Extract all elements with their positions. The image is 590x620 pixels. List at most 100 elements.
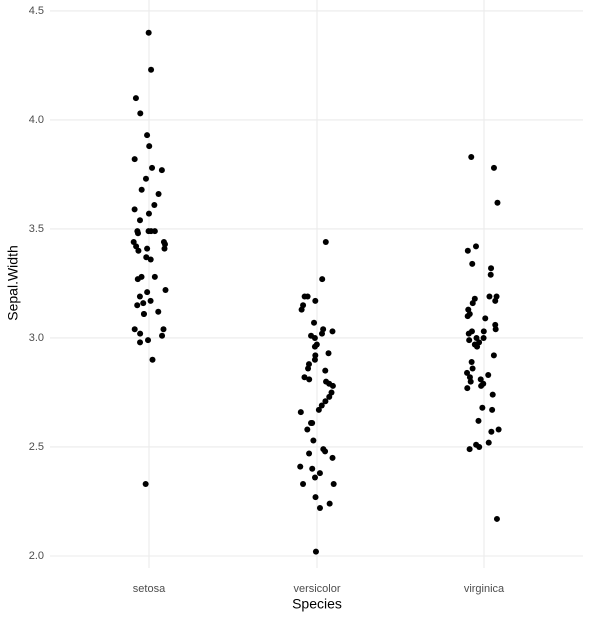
point	[297, 463, 304, 470]
point	[472, 243, 479, 250]
point	[319, 276, 326, 283]
point	[162, 286, 169, 293]
point	[147, 256, 154, 263]
point	[159, 332, 166, 339]
point	[329, 382, 336, 389]
point	[134, 276, 141, 283]
point	[145, 337, 152, 344]
point	[306, 450, 313, 457]
point	[305, 365, 312, 372]
y-tick-label: 2.5	[29, 441, 44, 453]
point	[329, 328, 336, 335]
point	[480, 334, 487, 341]
point	[326, 393, 333, 400]
point	[488, 265, 495, 272]
point	[145, 228, 152, 235]
point	[316, 505, 323, 512]
point	[464, 313, 471, 320]
point	[465, 330, 472, 337]
point	[155, 191, 162, 198]
point	[468, 153, 475, 160]
point	[145, 210, 152, 217]
point	[301, 374, 308, 381]
point	[316, 470, 323, 477]
y-tick-label: 4.5	[29, 5, 44, 17]
point	[149, 164, 156, 171]
point	[140, 310, 147, 317]
point	[311, 343, 318, 350]
point	[311, 319, 318, 326]
point	[311, 474, 318, 481]
point	[318, 402, 325, 409]
point	[464, 369, 471, 376]
point	[134, 230, 141, 237]
point	[310, 437, 317, 444]
point	[474, 343, 481, 350]
point	[140, 300, 147, 307]
point	[312, 352, 319, 359]
point	[490, 164, 497, 171]
point	[469, 260, 476, 267]
point	[464, 247, 471, 254]
point	[322, 398, 329, 405]
point	[146, 143, 153, 150]
x-axis-title: Species	[292, 596, 342, 612]
point	[304, 426, 311, 433]
y-tick-label: 2.0	[29, 550, 44, 562]
point	[486, 293, 493, 300]
point	[312, 297, 319, 304]
point	[297, 409, 304, 416]
point	[479, 404, 486, 411]
point	[155, 308, 162, 315]
point	[322, 448, 329, 455]
point	[161, 245, 168, 252]
point	[492, 326, 499, 333]
point	[322, 239, 329, 246]
point	[142, 175, 149, 182]
point	[466, 446, 473, 453]
point	[136, 293, 143, 300]
mark-layer	[130, 29, 502, 555]
y-axis-title: Sepal.Width	[5, 245, 21, 320]
point	[493, 515, 500, 522]
point	[135, 247, 142, 254]
point	[312, 548, 319, 555]
point	[151, 201, 158, 208]
point	[144, 132, 151, 139]
point	[330, 481, 337, 488]
point	[138, 186, 145, 193]
y-tick-label: 3.0	[29, 332, 44, 344]
point	[469, 300, 476, 307]
point	[492, 297, 499, 304]
point	[311, 356, 318, 363]
point	[318, 330, 325, 337]
point	[158, 167, 165, 174]
point	[304, 293, 311, 300]
point	[161, 241, 168, 248]
point	[309, 420, 316, 427]
point	[485, 439, 492, 446]
point	[467, 378, 474, 385]
point	[137, 330, 144, 337]
x-tick-label: versicolor	[293, 583, 340, 595]
point	[144, 289, 151, 296]
point	[311, 334, 318, 341]
point	[466, 337, 473, 344]
point	[137, 339, 144, 346]
x-tick-label: setosa	[133, 583, 166, 595]
y-tick-label: 3.5	[29, 223, 44, 235]
point	[482, 315, 489, 322]
point	[476, 443, 483, 450]
y-tick-label: 4.0	[29, 114, 44, 126]
point	[137, 110, 144, 117]
point	[480, 328, 487, 335]
point	[134, 302, 141, 309]
point	[131, 156, 138, 163]
point	[489, 406, 496, 413]
point	[489, 391, 496, 398]
point	[136, 217, 143, 224]
point	[131, 206, 138, 213]
point	[147, 297, 154, 304]
